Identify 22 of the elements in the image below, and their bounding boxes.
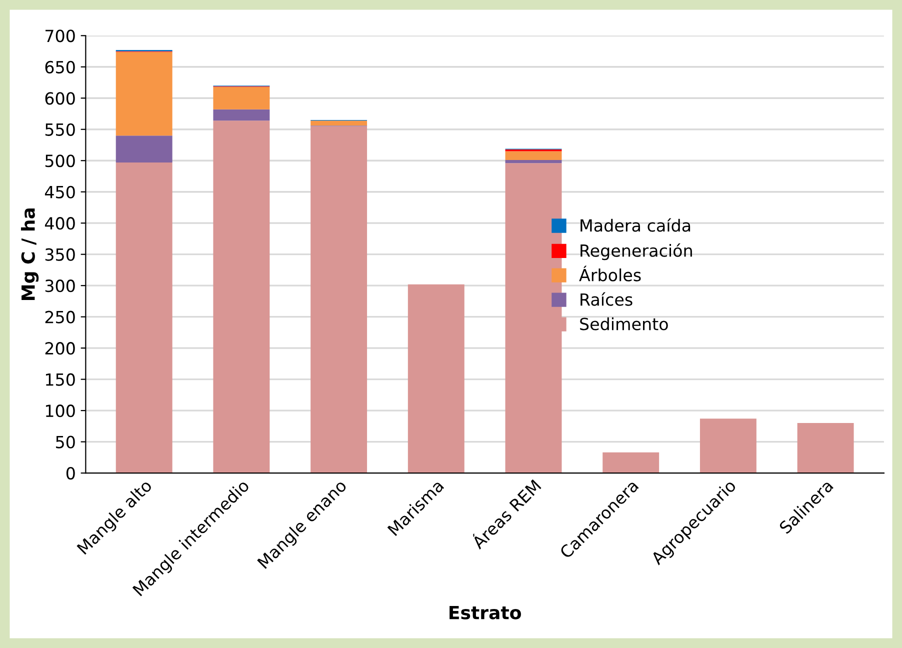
y-tick-label: 0: [66, 467, 75, 480]
y-tick-label: 350: [45, 248, 75, 261]
y-tick-label: 150: [46, 373, 75, 386]
legend-label: Sedimento: [580, 317, 668, 330]
x-axis-title: Estrato: [450, 606, 521, 620]
y-tick-label: 700: [46, 30, 75, 42]
y-tick-label: 250: [45, 310, 75, 324]
y-axis-title: Mg C / ha: [20, 208, 39, 300]
legend-label: Madera caída: [580, 218, 690, 232]
y-tick-label: 200: [45, 342, 75, 355]
legend-label: Raíces: [580, 292, 632, 306]
y-tick-label: 400: [44, 217, 75, 230]
y-tick-label: 50: [56, 436, 75, 448]
y-tick-label: 550: [45, 123, 75, 136]
legend-label: Árboles: [579, 266, 641, 282]
y-tick-label: 100: [46, 404, 75, 418]
y-tick-label: 300: [45, 280, 75, 292]
legend-label: Regeneración: [580, 243, 692, 260]
y-tick-label: 450: [44, 186, 75, 198]
y-tick-label: 600: [45, 92, 75, 105]
y-tick-label: 500: [45, 154, 75, 168]
y-tick-label: 650: [45, 60, 75, 74]
